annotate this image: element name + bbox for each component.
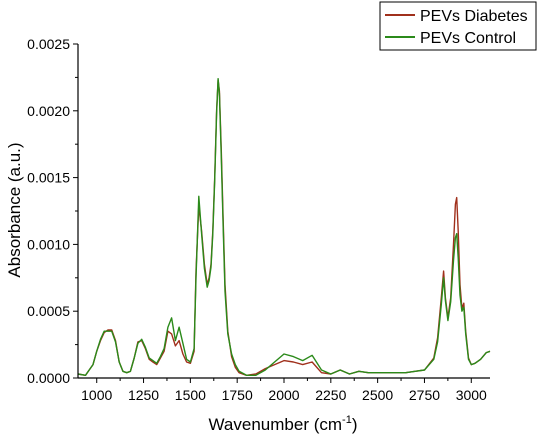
x-tick-label: 2500 [362, 387, 393, 403]
legend: PEVs Diabetes PEVs Control [379, 1, 537, 51]
x-tick-label: 1750 [222, 387, 253, 403]
x-tick-label: 2250 [315, 387, 346, 403]
legend-label-diabetes: PEVs Diabetes [420, 8, 528, 25]
series-line-1 [77, 77, 491, 376]
x-axis-label-tail: ) [352, 415, 358, 434]
y-tick-label: 0.0010 [27, 236, 70, 252]
axes-layer: 1000 1250 1500 1750 2000 2250 2500 2750 3000 0.00… [27, 36, 490, 403]
legend-box [379, 1, 537, 51]
x-axis-label-main: Wavenumber (cm [209, 415, 343, 434]
x-tick-label: 1250 [128, 387, 159, 403]
x-axis-label-superscript: -1 [342, 414, 352, 426]
y-axis-label: Absorbance (a.u.) [5, 142, 24, 277]
x-tick-label: 2000 [268, 387, 299, 403]
y-tick-label: 0.0005 [27, 303, 70, 319]
y-tick-label: 0.0000 [27, 370, 70, 386]
y-tick-label: 0.0015 [27, 170, 70, 186]
x-axis-label: Wavenumber (cm-1) [209, 414, 358, 434]
y-tick-label: 0.0020 [27, 103, 70, 119]
x-tick-label: 2750 [409, 387, 440, 403]
x-tick-label: 3000 [456, 387, 487, 403]
series-line-0 [77, 79, 491, 376]
x-tick-label: 1000 [81, 387, 112, 403]
y-tick-label: 0.0025 [27, 36, 70, 52]
legend-label-control: PEVs Control [420, 30, 516, 47]
x-tick-label: 1500 [175, 387, 206, 403]
series-layer [77, 77, 491, 376]
